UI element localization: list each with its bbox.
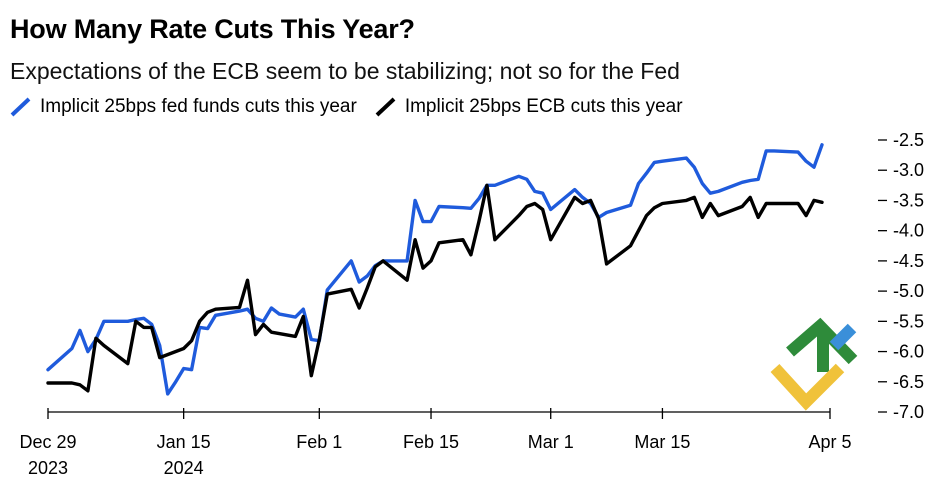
y-tick-label: -4.5 — [893, 251, 924, 271]
x-tick-label: Feb 15 — [403, 432, 459, 452]
y-axis: -2.5 -3.0 -3.5 -4.0 -4.5 -5.0 -5.5 -6.0 -6.5 -7.0 — [878, 130, 924, 422]
x-tick-label: Mar 15 — [634, 432, 690, 452]
legend-swatch-ecb — [375, 97, 396, 117]
watermark-logo — [770, 317, 858, 411]
y-tick-label: -7.0 — [893, 402, 924, 422]
y-tick-label: -4.0 — [893, 221, 924, 241]
series-layer — [46, 143, 824, 396]
x-tick-label-year: 2024 — [164, 458, 204, 478]
x-tick-label-year: 2023 — [28, 458, 68, 478]
legend-item-fed: Implicit 25bps fed funds cuts this year — [10, 96, 357, 118]
y-tick-label: -3.0 — [893, 160, 924, 180]
x-tick-label: Jan 15 — [157, 432, 211, 452]
series-line-ecb — [46, 183, 824, 393]
logo-blue-mark — [829, 323, 857, 351]
legend-label-fed: Implicit 25bps fed funds cuts this year — [40, 96, 357, 117]
logo-yellow-mark — [770, 363, 845, 411]
y-tick-label: -6.5 — [893, 372, 924, 392]
y-tick-label: -5.5 — [893, 311, 924, 331]
legend-swatch-fed — [10, 97, 31, 117]
x-tick-label: Apr 5 — [808, 432, 851, 452]
logo-green-mark — [786, 317, 858, 365]
chart-subtitle: Expectations of the ECB seem to be stabi… — [10, 58, 680, 84]
legend: Implicit 25bps fed funds cuts this year … — [10, 96, 701, 118]
y-tick-label: -6.0 — [893, 342, 924, 362]
y-tick-label: -3.5 — [893, 190, 924, 210]
chart-title: How Many Rate Cuts This Year? — [10, 14, 415, 44]
y-tick-label: -5.0 — [893, 281, 924, 301]
y-tick-label: -2.5 — [893, 130, 924, 150]
x-tick-label: Dec 29 — [19, 432, 76, 452]
x-axis: Dec 29 2023 Jan 15 2024 Feb 1 Feb 15 Mar 1 Mar … — [19, 408, 852, 478]
x-tick-label: Feb 1 — [296, 432, 342, 452]
legend-label-ecb: Implicit 25bps ECB cuts this year — [404, 96, 683, 117]
series-line-fed — [46, 143, 824, 396]
legend-item-ecb: Implicit 25bps ECB cuts this year — [375, 96, 683, 118]
x-tick-label: Mar 1 — [528, 432, 574, 452]
